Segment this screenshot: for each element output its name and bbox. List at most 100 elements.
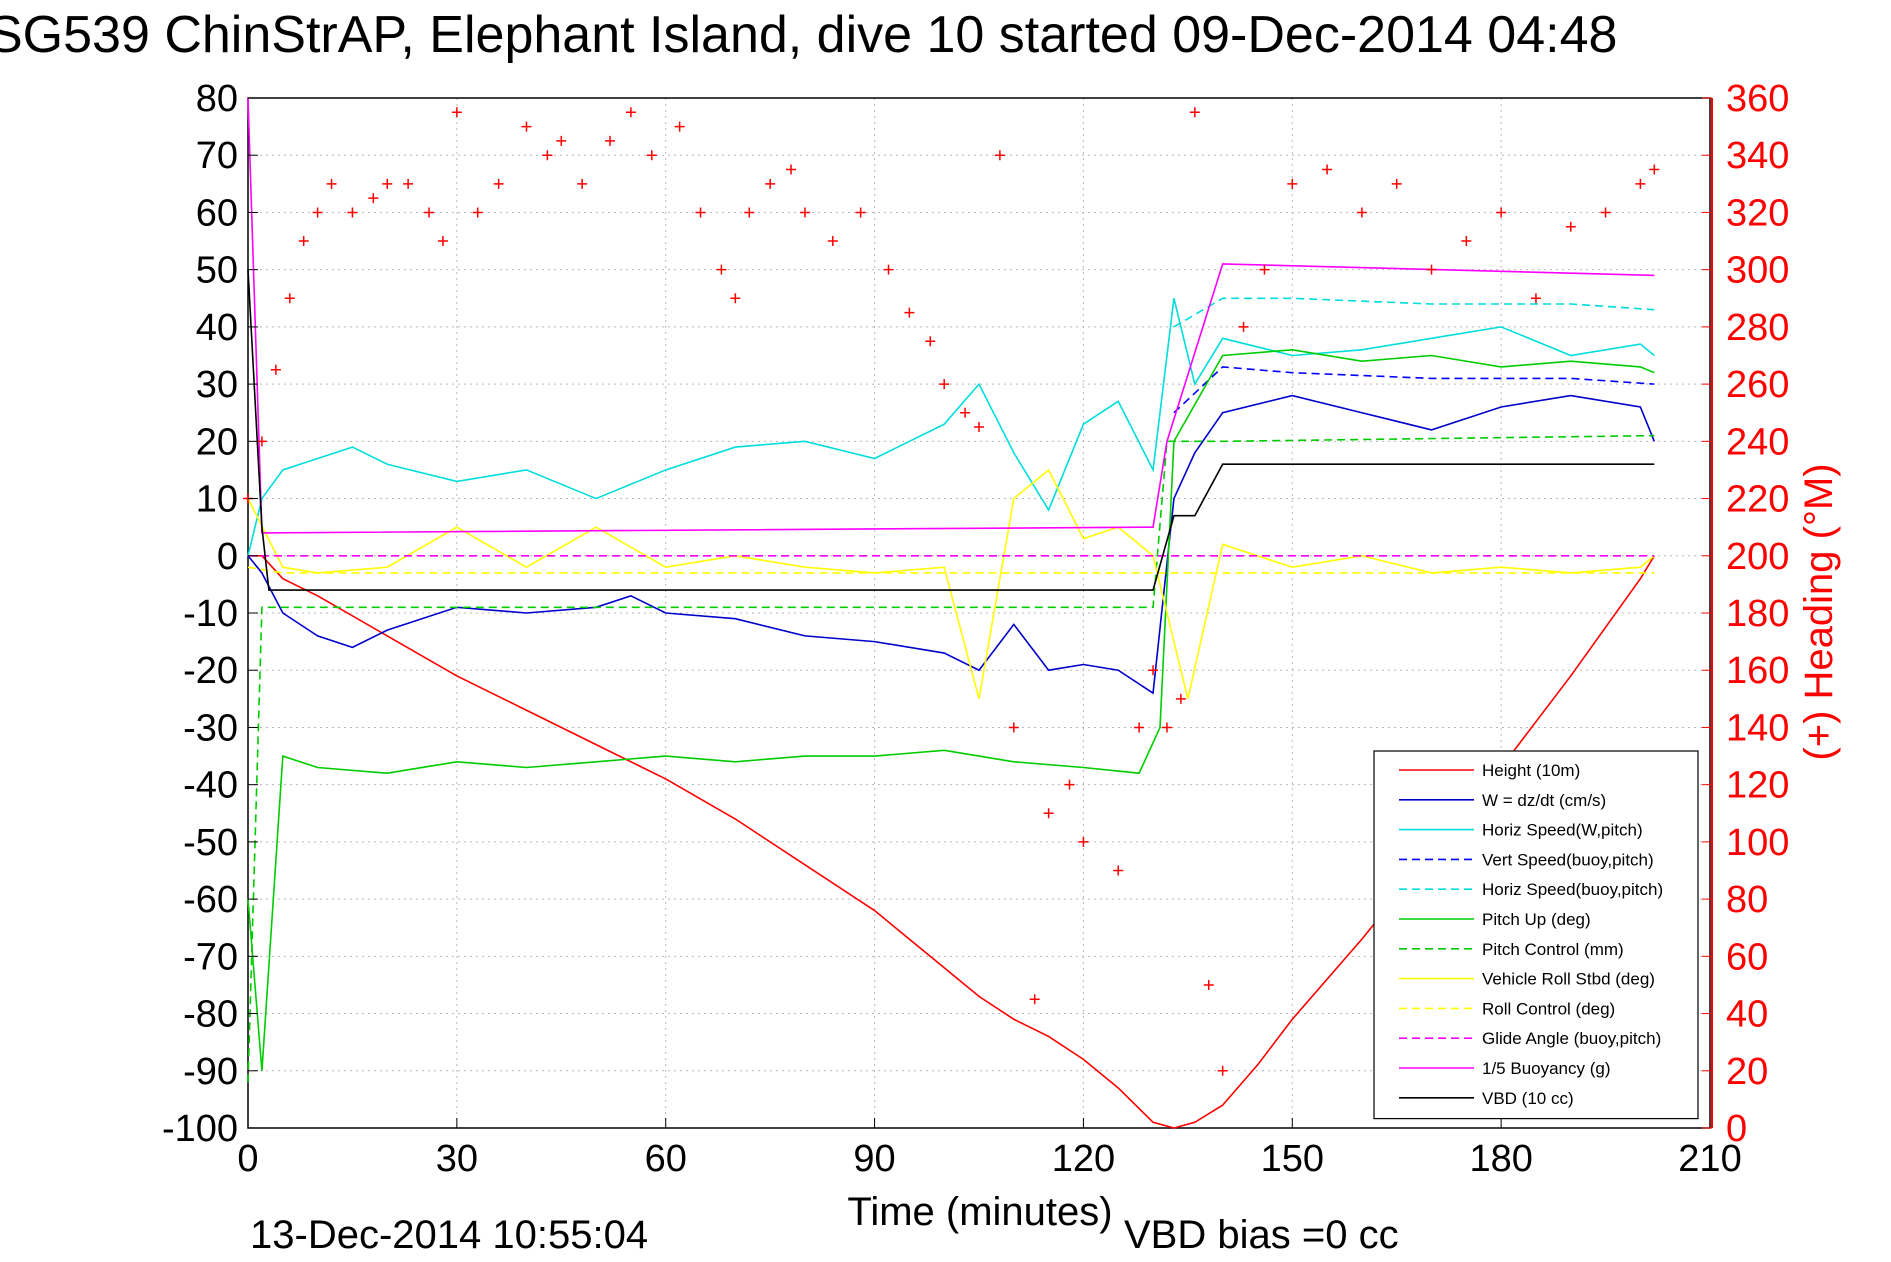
y-tick-label: 30	[196, 364, 238, 406]
x-tick-label: 180	[1469, 1138, 1532, 1180]
right-tick-label: 360	[1726, 78, 1789, 120]
heading-point	[1113, 865, 1124, 876]
series-line	[247, 468, 1655, 700]
heading-point	[1043, 808, 1054, 819]
heading-point	[960, 407, 971, 418]
series-line	[247, 566, 1655, 574]
heading-point	[542, 150, 553, 161]
heading-point	[730, 293, 741, 304]
legend-entry: Vehicle Roll Stbd (deg)	[1482, 970, 1655, 989]
heading-point	[1175, 693, 1186, 704]
legend-entry: Vert Speed(buoy,pitch)	[1482, 850, 1654, 869]
heading-point	[256, 436, 267, 447]
footer-date: 13-Dec-2014 10:55:04	[250, 1213, 648, 1257]
right-tick-label: 40	[1726, 994, 1768, 1036]
heading-point	[786, 164, 797, 175]
heading-point	[1064, 779, 1075, 790]
heading-point	[646, 150, 657, 161]
heading-point	[326, 178, 337, 189]
y-tick-label: 80	[196, 78, 238, 120]
heading-point	[1148, 665, 1159, 676]
heading-point	[347, 207, 358, 218]
y-tick-label: 10	[196, 479, 238, 521]
y-tick-label: 20	[196, 421, 238, 463]
heading-point	[472, 207, 483, 218]
legend-entry: Glide Angle (buoy,pitch)	[1482, 1029, 1661, 1048]
heading-point	[382, 178, 393, 189]
heading-point	[451, 107, 462, 118]
heading-point	[939, 379, 950, 390]
right-tick-label: 20	[1726, 1051, 1768, 1093]
right-tick-label: 260	[1726, 364, 1789, 406]
y-tick-label: 60	[196, 192, 238, 234]
y-tick-label: 0	[217, 536, 238, 578]
series-line	[1173, 297, 1655, 328]
y-tick-label: -70	[183, 936, 238, 978]
heading-point	[1029, 994, 1040, 1005]
y-tick-label: -20	[183, 650, 238, 692]
x-axis-label: Time (minutes)	[847, 1190, 1112, 1234]
legend-entry: Roll Control (deg)	[1482, 999, 1615, 1018]
heading-point	[1635, 178, 1646, 189]
heading-point	[1203, 979, 1214, 990]
right-tick-label: 340	[1726, 135, 1789, 177]
series-line	[247, 434, 1655, 1083]
right-tick-label: 320	[1726, 192, 1789, 234]
legend-entry: Pitch Up (deg)	[1482, 910, 1591, 929]
heading-point	[974, 422, 984, 433]
y-tick-label: -60	[183, 879, 238, 921]
right-tick-label: 300	[1726, 250, 1789, 292]
y-tick-label: 50	[196, 250, 238, 292]
y-tick-label: -90	[183, 1051, 238, 1093]
legend-entry: W = dz/dt (cm/s)	[1482, 791, 1606, 810]
x-tick-label: 60	[645, 1138, 687, 1180]
footer-vbd-bias: VBD bias =0 cc	[1124, 1213, 1399, 1257]
right-tick-label: 180	[1726, 593, 1789, 635]
legend-entry: Horiz Speed(buoy,pitch)	[1482, 880, 1663, 899]
series-line	[247, 97, 1655, 534]
legend-entry: Pitch Control (mm)	[1482, 940, 1624, 959]
series-line	[247, 348, 1655, 1071]
y-tick-label: 40	[196, 307, 238, 349]
legend-entry: Height (10m)	[1482, 761, 1580, 780]
heading-point	[556, 135, 567, 146]
y-tick-label: -50	[183, 822, 238, 864]
heading-point	[1287, 178, 1298, 189]
right-tick-label: 240	[1726, 421, 1789, 463]
series-line	[247, 394, 1656, 695]
series-line	[247, 269, 1655, 591]
right-tick-label: 80	[1726, 879, 1768, 921]
right-tick-label: 0	[1726, 1108, 1747, 1150]
heading-point	[1134, 722, 1145, 733]
y-tick-label: -100	[162, 1108, 238, 1150]
heading-point	[1565, 221, 1576, 232]
axis-ticks: 0 30 60 90 120 150 180 21080706050403020100-10-…	[162, 78, 1789, 1180]
legend-entry: VBD (10 cc)	[1482, 1089, 1574, 1108]
heading-point	[799, 207, 810, 218]
heading-point	[1530, 293, 1541, 304]
right-tick-label: 160	[1726, 650, 1789, 692]
y-tick-label: -30	[183, 707, 238, 749]
y-tick-label: 70	[196, 135, 238, 177]
heading-point	[312, 207, 323, 218]
right-tick-label: 220	[1726, 479, 1789, 521]
legend-box	[1373, 750, 1699, 1120]
right-tick-label: 100	[1726, 822, 1789, 864]
right-tick-label: 140	[1726, 707, 1789, 749]
heading-point	[1078, 836, 1089, 847]
x-tick-label: 210	[1678, 1138, 1741, 1180]
heading-point	[403, 178, 414, 189]
heading-point	[1496, 207, 1507, 218]
heading-point	[674, 121, 685, 132]
chart-title: SG539 ChinStrAP, Elephant Island, dive 1…	[0, 6, 1617, 64]
heading-point	[284, 293, 295, 304]
right-tick-label: 120	[1726, 765, 1789, 807]
heading-point	[1259, 264, 1270, 275]
heading-point	[716, 264, 727, 275]
heading-point	[1238, 321, 1249, 332]
heading-point	[1391, 178, 1402, 189]
series-line	[247, 298, 1655, 556]
heading-point	[695, 207, 706, 218]
heading-point	[855, 207, 866, 218]
heading-point	[1649, 164, 1660, 175]
